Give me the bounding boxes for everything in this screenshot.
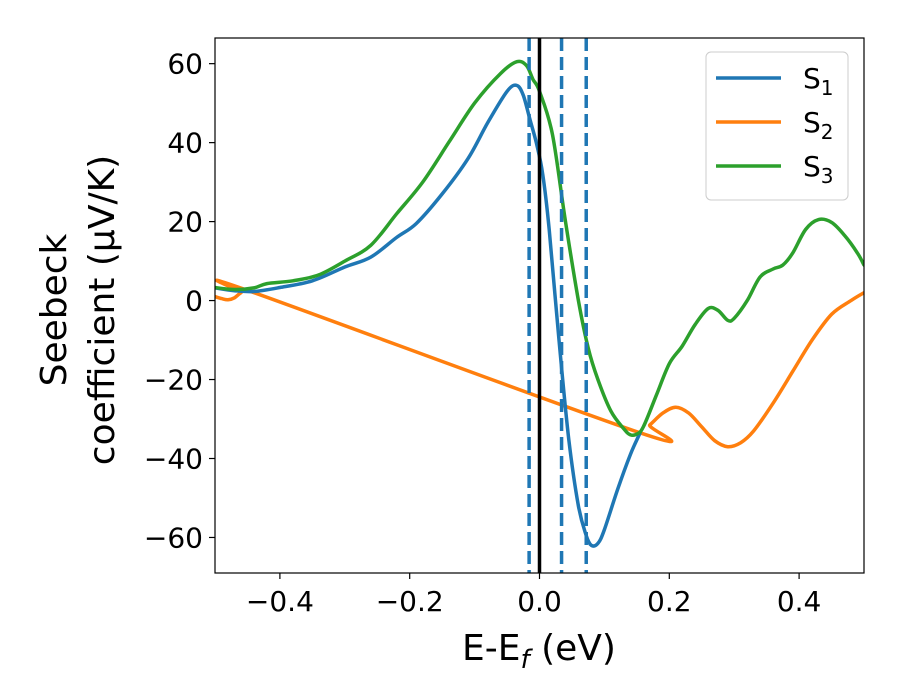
y-tick-label: 0 — [185, 285, 203, 318]
y-axis-label: Seebeck coefficient (μV/K) — [34, 155, 123, 465]
legend-label-s3: S3 — [803, 150, 834, 188]
vline-layer — [527, 38, 588, 573]
y-tick-label: 60 — [167, 48, 203, 81]
x-tick-label: 0.0 — [517, 585, 562, 618]
y-axis-label-line1: Seebeck — [34, 233, 75, 386]
legend-label-s1: S1 — [803, 62, 834, 100]
legend: S1 S2 S3 — [705, 51, 849, 201]
y-tick-label: −60 — [144, 521, 203, 554]
series-layer — [215, 59, 864, 548]
x-tick-label: 0.2 — [647, 585, 692, 618]
x-axis-ticks: −0.4 −0.2 0.0 0.2 0.4 — [246, 573, 821, 618]
legend-label-s2: S2 — [803, 106, 834, 144]
x-tick-label: −0.2 — [376, 585, 444, 618]
y-tick-label: 40 — [167, 127, 203, 160]
x-tick-label: 0.4 — [777, 585, 822, 618]
x-tick-label: −0.4 — [246, 585, 314, 618]
x-axis-label: E-Ef (eV) — [462, 628, 616, 675]
series-line-s3 — [215, 59, 864, 438]
y-axis-label-line2: coefficient (μV/K) — [82, 155, 123, 465]
legend-box — [705, 51, 849, 201]
y-tick-label: −20 — [144, 364, 203, 397]
y-axis-ticks: −60 −40 −20 0 20 40 60 — [144, 48, 215, 554]
y-tick-label: −40 — [144, 442, 203, 475]
series-line-s1 — [215, 83, 642, 548]
y-tick-label: 20 — [167, 206, 203, 239]
